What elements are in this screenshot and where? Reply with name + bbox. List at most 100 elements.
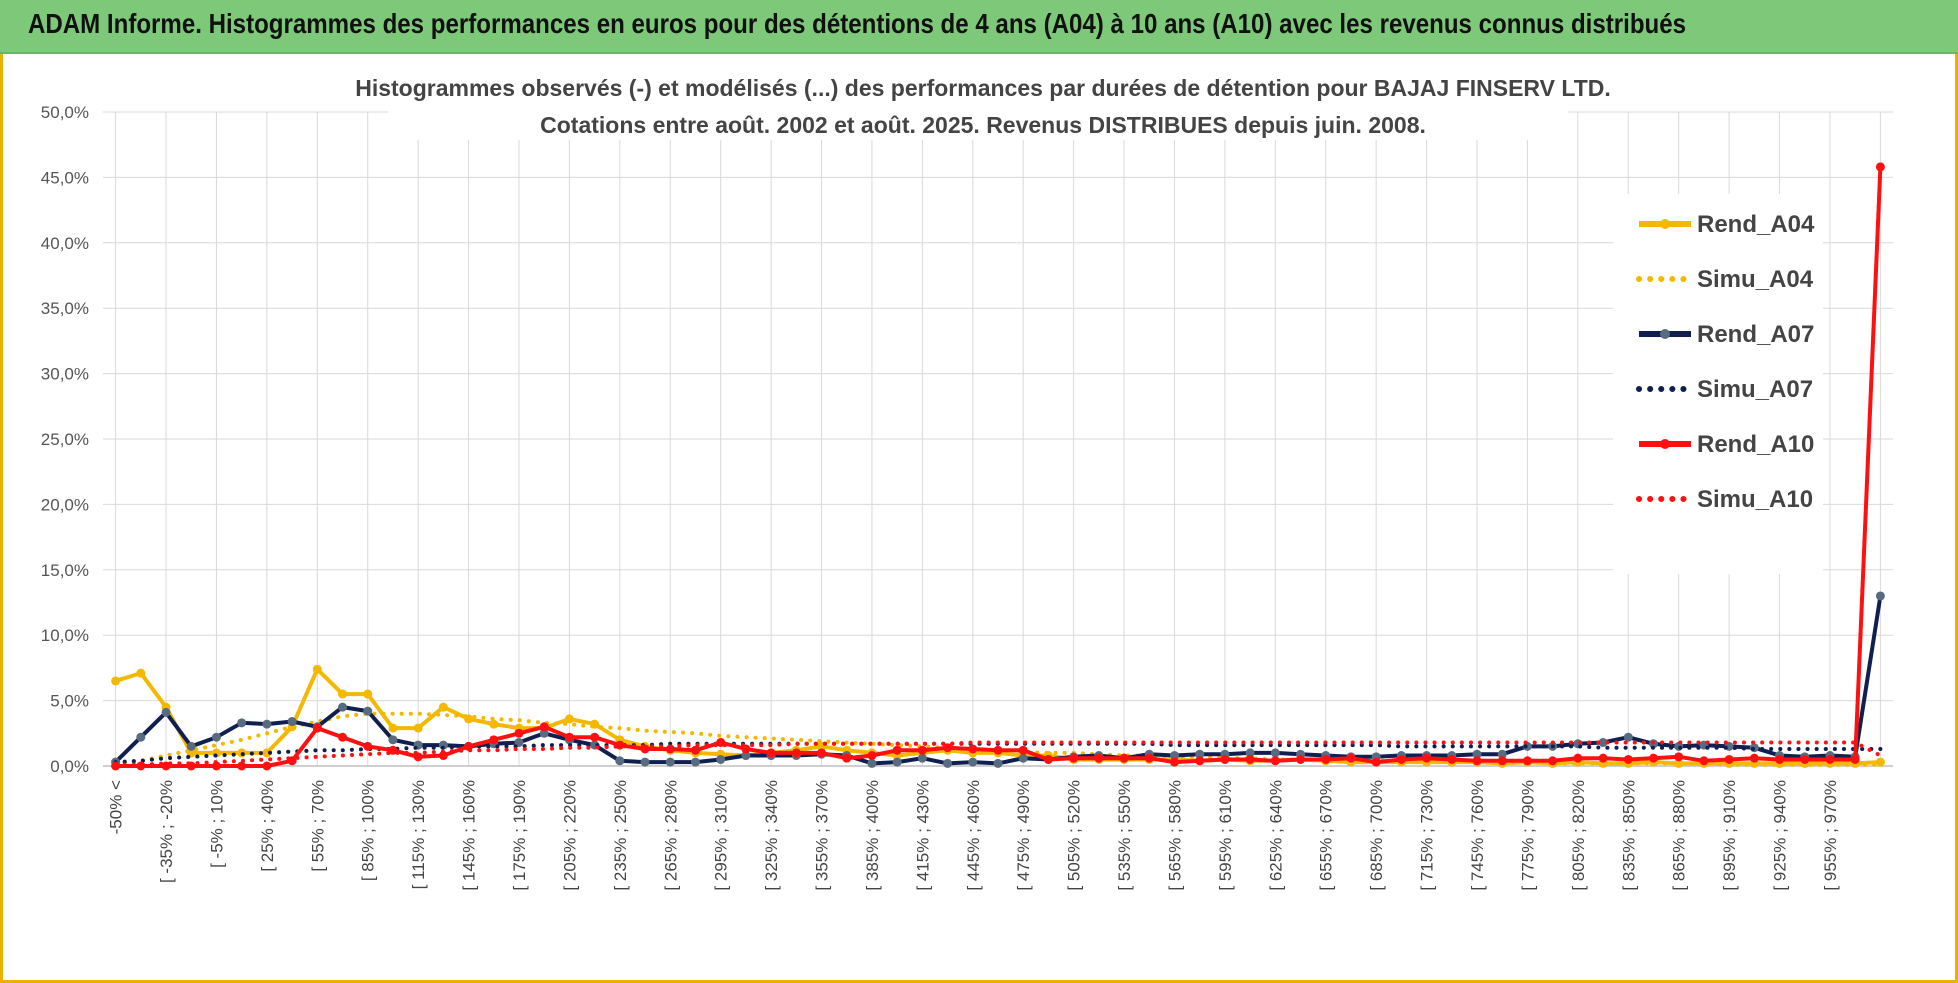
data-point — [1346, 753, 1356, 763]
data-point — [1270, 756, 1280, 766]
data-point — [363, 689, 373, 699]
y-tick-label: 45,0% — [41, 168, 89, 187]
data-point — [1825, 754, 1835, 764]
y-axis: 0,0% 5,0% 10,0% 15,0% 20,0% 25,0% 30,0% 35,0% 40… — [41, 103, 89, 776]
data-point — [943, 758, 953, 768]
data-point — [1674, 758, 1684, 768]
x-tick-label: [ 925% ; 940% — [1771, 780, 1790, 891]
data-point — [590, 732, 600, 742]
x-tick-label: -50% < — [107, 780, 126, 834]
legend-label: Simu_A04 — [1697, 266, 1814, 293]
data-point — [842, 753, 852, 763]
x-tick-label: [ 445% ; 460% — [964, 780, 983, 891]
x-tick-label: [ 715% ; 730% — [1418, 780, 1437, 891]
legend-label: Simu_A10 — [1697, 486, 1813, 513]
x-tick-label: [ 325% ; 340% — [762, 780, 781, 891]
legend-label: Rend_A04 — [1697, 211, 1815, 238]
data-point — [1775, 754, 1785, 764]
data-point — [993, 758, 1003, 768]
series-line-rend-a07 — [114, 595, 1883, 766]
x-tick-label: [ 55% ; 70% — [308, 780, 327, 872]
x-tick-label: [ 145% ; 160% — [460, 780, 479, 891]
data-point — [1296, 754, 1306, 764]
data-point — [1043, 754, 1053, 764]
data-point — [1245, 748, 1255, 758]
y-tick-label: 25,0% — [41, 430, 89, 449]
data-point — [943, 743, 953, 753]
x-tick-label: [ 955% ; 970% — [1821, 780, 1840, 891]
data-point — [690, 745, 700, 755]
data-point — [564, 732, 574, 742]
x-tick-label: [ 115% ; 130% — [409, 780, 428, 889]
x-tick-label: [ 745% ; 760% — [1468, 780, 1487, 891]
data-point — [338, 689, 348, 699]
data-point — [665, 757, 675, 767]
data-point — [1598, 753, 1608, 763]
data-point — [136, 668, 146, 678]
data-point — [489, 735, 499, 745]
x-tick-label: [ 835% ; 850% — [1619, 780, 1638, 891]
data-point — [312, 723, 322, 733]
data-point — [388, 745, 398, 755]
data-point — [338, 702, 348, 712]
x-tick-label: [ -5% ; 10% — [207, 780, 226, 868]
data-point — [741, 751, 751, 761]
data-point — [363, 706, 373, 716]
x-tick-label: [ 235% ; 250% — [611, 780, 630, 891]
title-backdrop — [388, 68, 1568, 140]
data-point — [1623, 754, 1633, 764]
data-point — [1875, 162, 1885, 172]
legend-marker — [1660, 329, 1670, 339]
data-point — [1674, 752, 1684, 762]
data-point — [1018, 753, 1028, 763]
data-point — [237, 718, 247, 728]
data-point — [690, 757, 700, 767]
x-tick-label: [ 355% ; 370% — [813, 780, 832, 891]
data-point — [1875, 757, 1885, 767]
data-point — [1623, 732, 1633, 742]
x-tick-label: [ 595% ; 610% — [1216, 780, 1235, 891]
data-point — [1169, 757, 1179, 767]
data-point — [111, 676, 121, 686]
chart-title: Histogrammes observés (-) et modélisés (… — [355, 75, 1611, 101]
data-point — [1800, 754, 1810, 764]
data-point — [1321, 754, 1331, 764]
y-tick-label: 15,0% — [41, 561, 89, 580]
data-point — [1699, 756, 1709, 766]
data-point — [211, 761, 221, 771]
data-point — [489, 719, 499, 729]
data-point — [892, 757, 902, 767]
data-point — [262, 748, 272, 758]
y-tick-label: 10,0% — [41, 626, 89, 645]
data-point — [1144, 753, 1154, 763]
chart-legend: Rend_A04 Simu_A04 Rend_A07 Simu_A07 Rend_A10… — [1636, 211, 1815, 513]
data-point — [363, 741, 373, 751]
y-tick-label: 0,0% — [50, 757, 89, 776]
data-point — [161, 707, 171, 717]
y-tick-label: 20,0% — [41, 495, 89, 514]
data-point — [1724, 754, 1734, 764]
data-point — [1119, 753, 1129, 763]
data-point — [1497, 756, 1507, 766]
y-tick-label: 30,0% — [41, 365, 89, 384]
x-tick-label: [ 475% ; 490% — [1014, 780, 1033, 891]
data-point — [716, 754, 726, 764]
data-point — [665, 744, 675, 754]
data-point — [817, 748, 827, 758]
data-point — [791, 748, 801, 758]
data-point — [968, 744, 978, 754]
data-point — [1522, 756, 1532, 766]
data-point — [1648, 753, 1658, 763]
x-tick-label: [ 385% ; 400% — [863, 780, 882, 891]
data-point — [539, 722, 549, 732]
data-point — [262, 761, 272, 771]
data-point — [867, 758, 877, 768]
histogram-chart: 0,0% 5,0% 10,0% 15,0% 20,0% 25,0% 30,0% 35,0% 40… — [41, 68, 1893, 891]
legend-marker — [1660, 439, 1670, 449]
data-point — [1169, 751, 1179, 761]
data-point — [237, 761, 247, 771]
data-point — [514, 728, 524, 738]
data-point — [1069, 753, 1079, 763]
series-line-simu-a10 — [113, 740, 1883, 767]
data-point — [867, 751, 877, 761]
